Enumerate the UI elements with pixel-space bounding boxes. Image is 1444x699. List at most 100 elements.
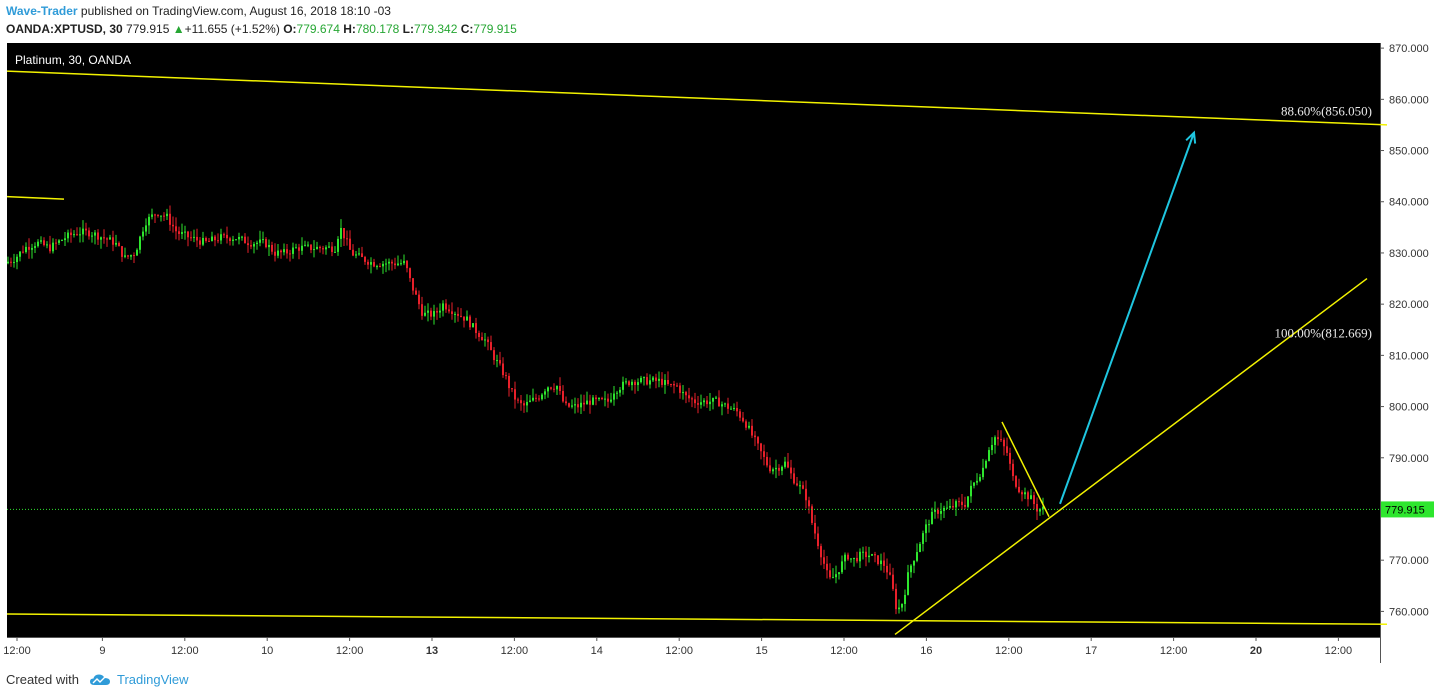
candle-body (433, 311, 435, 317)
candle-body (259, 239, 261, 243)
candle-body (658, 378, 660, 381)
candle-body (115, 242, 117, 245)
candle-body (343, 227, 345, 239)
candle-body (610, 399, 612, 402)
candle-body (478, 333, 480, 337)
candle-body (295, 247, 297, 249)
candle-body (715, 397, 717, 399)
candle-body (994, 437, 996, 445)
candle-body (877, 555, 879, 565)
candle-body (457, 313, 459, 316)
author-link[interactable]: Wave-Trader (6, 4, 78, 18)
candle-body (841, 561, 843, 573)
candle-body (853, 557, 855, 559)
candle-body (37, 241, 39, 247)
candle-body (307, 244, 309, 246)
candle-body (862, 551, 864, 553)
candle-body (466, 316, 468, 321)
candle-body (628, 381, 630, 386)
candle-body (346, 238, 348, 240)
candle-body (493, 350, 495, 361)
candle-body (226, 234, 228, 239)
last-price: 779.915 (126, 22, 170, 36)
candle-body (676, 385, 678, 387)
candle-body (124, 255, 126, 257)
candle-body (94, 232, 96, 236)
candle-body (958, 501, 960, 503)
chart-title: Platinum, 30, OANDA (15, 53, 131, 67)
candle-body (517, 399, 519, 401)
candle-body (583, 402, 585, 405)
candle-body (532, 397, 534, 401)
candle-body (541, 394, 543, 400)
y-tick-label: 820.000 (1389, 299, 1429, 311)
candle-body (919, 543, 921, 553)
candle-body (436, 311, 438, 313)
candle-body (64, 238, 66, 241)
candle-body (283, 249, 285, 253)
candle-body (655, 377, 657, 381)
candle-body (22, 251, 24, 253)
candle-body (916, 552, 918, 561)
candle-body (169, 213, 171, 225)
candle-body (868, 555, 870, 558)
candle-body (706, 400, 708, 405)
candle-body (16, 256, 18, 263)
candle-body (799, 485, 801, 487)
candle-body (580, 402, 582, 408)
candle-body (235, 239, 237, 241)
x-tick-label: 15 (755, 645, 767, 657)
tradingview-link[interactable]: TradingView (116, 672, 189, 687)
candle-body (904, 594, 906, 604)
candle-body (268, 244, 270, 248)
candle-body (523, 403, 525, 406)
candle-body (289, 253, 291, 255)
candle-body (469, 316, 471, 328)
candle-body (28, 246, 30, 250)
candle-body (325, 247, 327, 250)
candle-body (151, 214, 153, 217)
candle-body (376, 266, 378, 268)
candle-body (754, 435, 756, 438)
candle-body (148, 216, 150, 226)
candle-body (844, 554, 846, 562)
candle-body (364, 257, 366, 262)
candle-body (58, 240, 60, 243)
candle-body (724, 403, 726, 405)
price-axis (1380, 43, 1444, 663)
candle-body (31, 247, 33, 250)
candle-body (547, 387, 549, 392)
candle-body (25, 246, 27, 253)
candle-body (82, 228, 84, 235)
candle-body (412, 278, 414, 291)
candle-body (265, 239, 267, 248)
candle-body (982, 467, 984, 478)
candle-body (34, 246, 36, 248)
candle-body (244, 236, 246, 244)
candle-body (865, 551, 867, 558)
candle-body (340, 227, 342, 239)
candle-body (1015, 476, 1017, 487)
candle-body (688, 395, 690, 399)
candle-body (931, 511, 933, 525)
x-tick-label: 17 (1085, 645, 1097, 657)
candle-body (418, 294, 420, 305)
candle-body (964, 504, 966, 507)
candle-body (940, 510, 942, 514)
candle-body (586, 400, 588, 405)
high-value: 780.178 (355, 22, 400, 36)
candle-body (631, 381, 633, 386)
candle-body (475, 323, 477, 334)
candle-body (553, 388, 555, 390)
candle-body (874, 554, 876, 556)
candle-body (514, 389, 516, 400)
x-tick-label: 12:00 (171, 645, 199, 657)
candle-body (730, 408, 732, 410)
close-label: C: (460, 22, 474, 36)
candle-body (322, 248, 324, 250)
candle-body (535, 397, 537, 399)
candle-body (73, 234, 75, 236)
candle-body (448, 309, 450, 312)
last-price-tag (1381, 501, 1434, 518)
